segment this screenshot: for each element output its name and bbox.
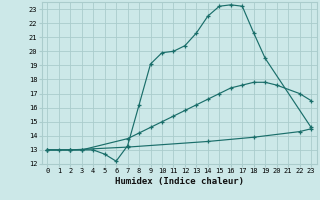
X-axis label: Humidex (Indice chaleur): Humidex (Indice chaleur) bbox=[115, 177, 244, 186]
